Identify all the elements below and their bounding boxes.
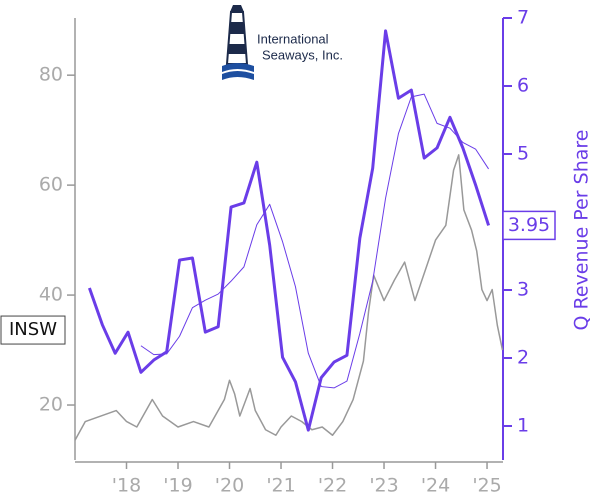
- y2-tick-label: 6: [517, 75, 529, 97]
- value-label: 3.95: [508, 214, 550, 236]
- y-tick-label: 80: [39, 64, 63, 86]
- x-tick-label: '24: [421, 475, 450, 497]
- series-line: [74, 154, 504, 441]
- x-tick-label: '18: [112, 475, 141, 497]
- y2-tick-label: 1: [517, 415, 529, 437]
- lighthouse-band: [228, 44, 246, 54]
- y-tick-label: 60: [39, 174, 63, 196]
- y2-tick-label: 5: [517, 143, 529, 165]
- y2-tick-label: 3: [517, 279, 529, 301]
- lighthouse-band: [230, 22, 244, 34]
- lighthouse: [225, 11, 249, 65]
- x-tick-label: '23: [369, 475, 398, 497]
- y-tick-label: 20: [39, 394, 63, 416]
- ticker-label: INSW: [9, 319, 57, 340]
- x-tick-label: '22: [318, 475, 347, 497]
- series-line: [140, 93, 489, 389]
- logo-text: Seaways, Inc.: [262, 47, 343, 62]
- waves: [222, 63, 254, 80]
- lighthouse-top: [230, 5, 244, 12]
- logo: International Seaways, Inc.: [222, 5, 343, 80]
- x-tick-label: '25: [472, 475, 501, 497]
- ticker-box: [0, 315, 66, 345]
- value-label-box: [502, 210, 556, 241]
- y2-axis-label: Q Revenue Per Share: [571, 130, 593, 331]
- x-tick-label: '19: [163, 475, 192, 497]
- x-tick-label: '20: [215, 475, 244, 497]
- y2-tick-label: 2: [517, 347, 529, 369]
- y2-tick-label: 7: [517, 7, 529, 29]
- series-line: [88, 29, 491, 432]
- x-tick-label: '21: [266, 475, 295, 497]
- logo-text: International: [257, 31, 329, 46]
- y-tick-label: 40: [39, 284, 63, 306]
